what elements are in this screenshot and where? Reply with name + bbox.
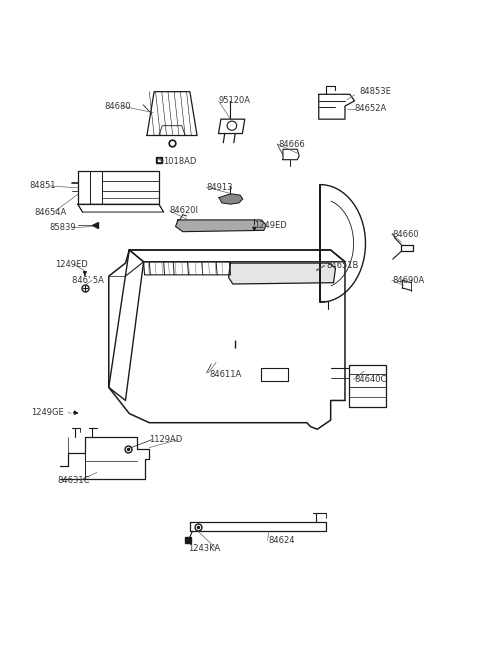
Text: 84651B: 84651B	[326, 261, 358, 270]
Text: 84666: 84666	[278, 139, 305, 148]
Text: 1249GE: 1249GE	[31, 408, 64, 417]
Polygon shape	[176, 220, 266, 232]
Polygon shape	[228, 263, 336, 284]
Text: 84640C: 84640C	[355, 375, 387, 384]
Text: 84680: 84680	[104, 102, 131, 110]
Text: 85839: 85839	[49, 223, 76, 233]
Text: 95120A: 95120A	[218, 97, 251, 105]
Text: 84660: 84660	[393, 230, 420, 238]
Text: 1249ED: 1249ED	[254, 221, 287, 230]
Polygon shape	[219, 194, 243, 204]
Text: 84620I: 84620I	[169, 206, 198, 215]
Text: 84851: 84851	[29, 181, 56, 191]
Text: 1018AD: 1018AD	[163, 156, 196, 166]
Text: 1129AD: 1129AD	[149, 435, 182, 444]
Text: 84631C: 84631C	[58, 476, 90, 485]
Text: 846' 5A: 846' 5A	[72, 275, 104, 284]
Text: 84611A: 84611A	[209, 370, 241, 379]
Text: 84624: 84624	[269, 536, 295, 545]
Text: 84690A: 84690A	[393, 275, 425, 284]
Text: 1243KA: 1243KA	[189, 544, 221, 553]
Text: 84654A: 84654A	[35, 208, 67, 217]
Text: 84853E: 84853E	[360, 87, 391, 96]
Text: 84913: 84913	[206, 183, 233, 192]
Text: 1249ED: 1249ED	[55, 260, 87, 269]
Text: 84652A: 84652A	[355, 104, 387, 113]
